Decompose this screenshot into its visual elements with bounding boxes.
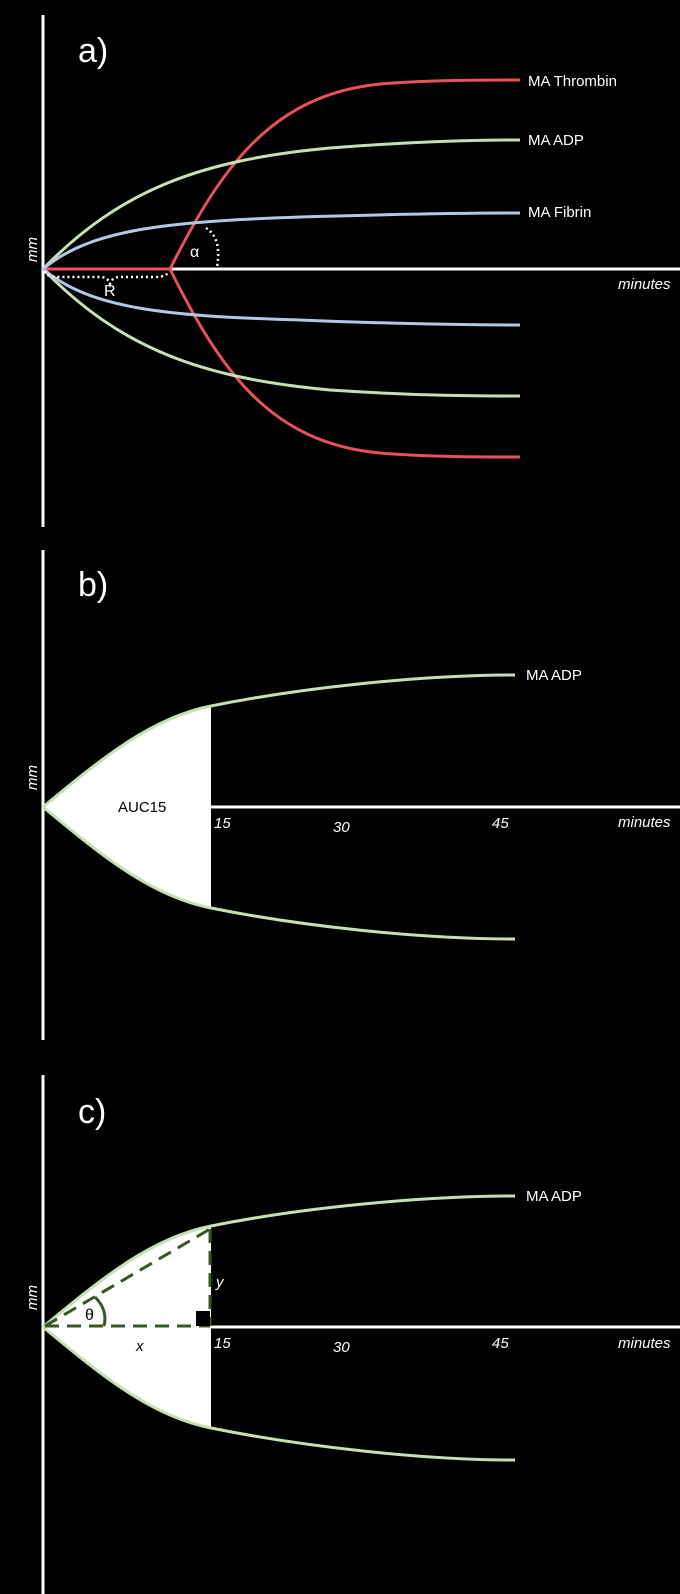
thrombin-curve-lower [168, 268, 521, 459]
panel-a-y-axis-label: mm [24, 237, 41, 262]
fibrin-curve-label: MA Fibrin [528, 204, 591, 221]
alpha-label: α [190, 244, 199, 261]
panel-a-label: a) [78, 32, 108, 70]
panel-c-y-axis-label: mm [24, 1285, 41, 1310]
r-label: R [104, 283, 116, 300]
x-label: x [135, 1338, 144, 1355]
theta-arc [93, 1295, 107, 1327]
y-label: y [215, 1274, 225, 1291]
panel-a: a) mm minutes MA Thrombin MA ADP MA Fibr… [24, 15, 680, 527]
auc15-label: AUC15 [118, 799, 166, 816]
adp-curve-lower [42, 1325, 516, 1462]
panel-c-label: c) [78, 1093, 106, 1131]
auc-area [43, 1226, 211, 1428]
fibrin-curve-upper [42, 211, 521, 271]
adp-curve-label: MA ADP [526, 1188, 582, 1205]
adp-curve-label: MA ADP [526, 667, 582, 684]
adp-curve-upper [41, 138, 521, 271]
tick-15: 15 [214, 1335, 231, 1352]
panel-a-x-axis-label: minutes [618, 276, 671, 293]
panel-b: b) mm minutes MA ADP AUC15 15 30 45 [24, 550, 680, 1040]
tick-30: 30 [333, 1339, 350, 1356]
tick-45: 45 [492, 1335, 509, 1352]
tick-15: 15 [214, 815, 231, 832]
r-bracket [43, 270, 170, 289]
thrombin-curve-upper [168, 78, 521, 270]
fibrin-curve-lower [42, 267, 521, 327]
theta-label: θ [85, 1307, 94, 1324]
adp-curve-lower [42, 805, 516, 941]
panel-b-y-axis-label: mm [24, 765, 41, 790]
panel-c-x-axis-label: minutes [618, 1335, 671, 1352]
auc15-area [43, 706, 211, 908]
panel-c: c) mm minutes MA ADP θ x y 15 30 45 [24, 1075, 680, 1594]
panel-b-label: b) [78, 566, 108, 604]
hypotenuse-line [44, 1227, 211, 1328]
thrombin-curve-label: MA Thrombin [528, 73, 617, 90]
alpha-arc [205, 226, 220, 268]
adp-curve-label: MA ADP [528, 132, 584, 149]
adp-curve-upper [42, 673, 516, 809]
tick-30: 30 [333, 819, 350, 836]
right-angle-marker [196, 1311, 210, 1326]
tick-45: 45 [492, 815, 509, 832]
panel-b-x-axis-label: minutes [618, 814, 671, 831]
adp-curve-lower [41, 267, 521, 398]
adp-curve-upper [42, 1194, 516, 1329]
